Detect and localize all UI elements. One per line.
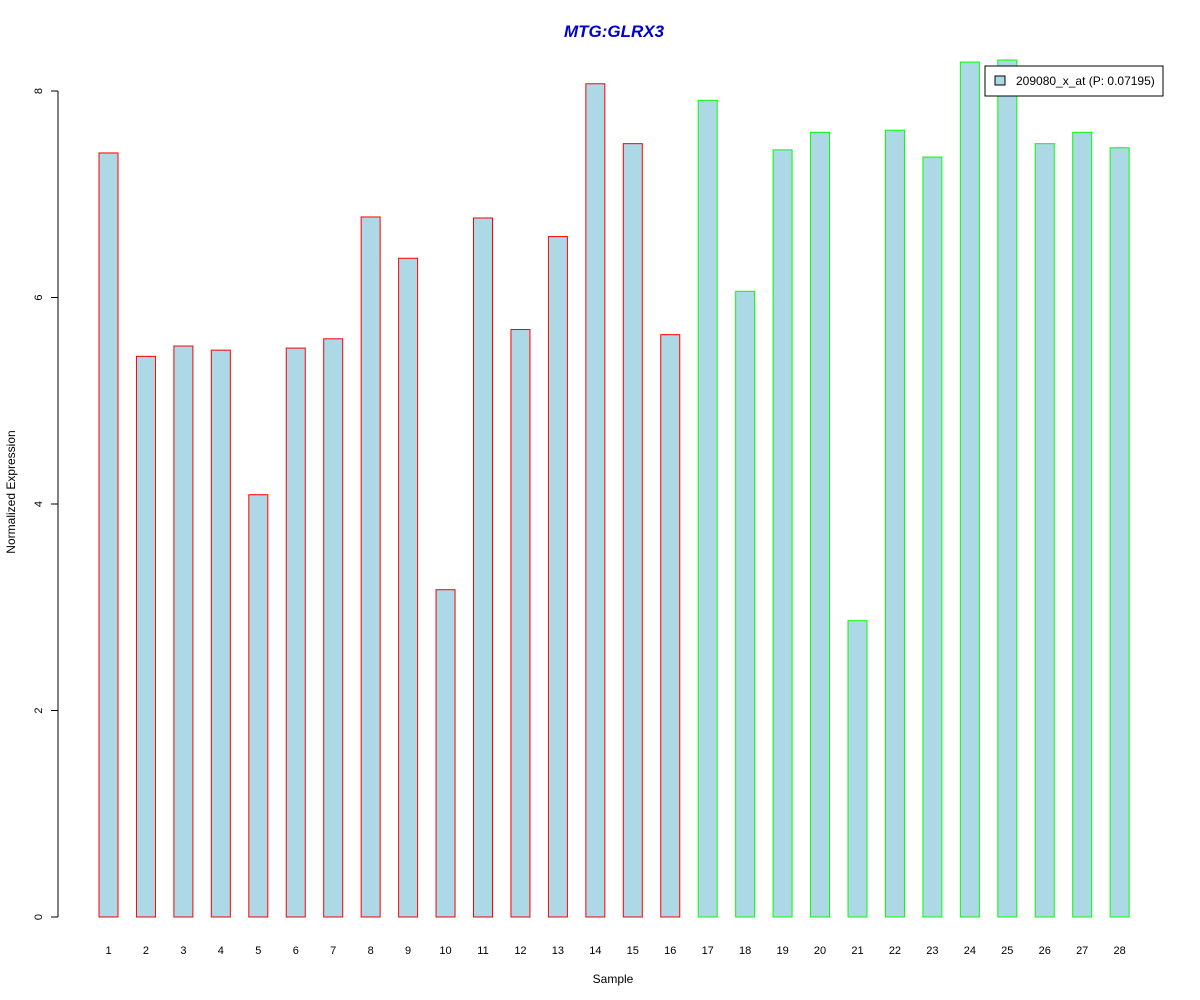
x-tick-label: 27 bbox=[1076, 945, 1088, 957]
x-tick-label: 8 bbox=[368, 945, 374, 957]
bar-sample-5 bbox=[248, 494, 269, 918]
bar-sample-27 bbox=[1072, 131, 1093, 918]
bar-sample-21 bbox=[847, 620, 868, 918]
x-tick-label: 5 bbox=[255, 945, 261, 957]
bar-sample-20 bbox=[810, 131, 831, 918]
legend-box bbox=[984, 65, 1164, 97]
x-axis-title: Sample bbox=[593, 972, 634, 986]
bar-sample-24 bbox=[959, 61, 980, 918]
x-tick-label: 15 bbox=[627, 945, 639, 957]
x-tick-label: 21 bbox=[851, 945, 863, 957]
x-tick-label: 13 bbox=[552, 945, 564, 957]
x-tick-label: 24 bbox=[964, 945, 976, 957]
bar-sample-4 bbox=[210, 349, 231, 918]
bar-sample-28 bbox=[1109, 147, 1130, 918]
x-tick-label: 18 bbox=[739, 945, 751, 957]
x-tick-label: 14 bbox=[589, 945, 601, 957]
bars bbox=[98, 59, 1130, 918]
bar-sample-22 bbox=[884, 129, 905, 918]
bar-sample-17 bbox=[697, 99, 718, 918]
bar-sample-25 bbox=[997, 59, 1018, 918]
y-axis-title: Normalized Expression bbox=[4, 430, 18, 553]
bar-sample-11 bbox=[473, 217, 493, 918]
bar-sample-15 bbox=[622, 143, 643, 918]
x-tick-label: 25 bbox=[1001, 945, 1013, 957]
bar-sample-14 bbox=[585, 83, 606, 918]
x-tick-label: 2 bbox=[143, 945, 149, 957]
x-tick-label: 4 bbox=[218, 945, 224, 957]
y-tick-label: 2 bbox=[33, 707, 45, 713]
x-tick-label: 28 bbox=[1114, 945, 1126, 957]
legend-label: 209080_x_at (P: 0.07195) bbox=[1016, 74, 1155, 88]
x-tick-label: 9 bbox=[405, 945, 411, 957]
bar-sample-13 bbox=[547, 236, 568, 918]
x-tick-label: 3 bbox=[180, 945, 186, 957]
bar-sample-16 bbox=[660, 334, 681, 918]
bar-sample-3 bbox=[173, 345, 194, 918]
x-tick-label: 26 bbox=[1039, 945, 1051, 957]
legend-swatch bbox=[994, 75, 1006, 86]
y-tick-label: 0 bbox=[33, 914, 45, 920]
y-tick-label: 8 bbox=[33, 88, 45, 94]
x-tick-label: 23 bbox=[926, 945, 938, 957]
x-tick-label: 12 bbox=[514, 945, 526, 957]
y-axis: 0 2 4 6 8 bbox=[33, 88, 59, 920]
bar-sample-1 bbox=[98, 152, 119, 918]
x-tick-label: 22 bbox=[889, 945, 901, 957]
x-tick-label: 1 bbox=[105, 945, 111, 957]
x-tick-label: 19 bbox=[776, 945, 788, 957]
x-tick-label: 11 bbox=[477, 945, 488, 957]
chart-title: MTG:GLRX3 bbox=[564, 22, 665, 41]
bar-sample-9 bbox=[398, 257, 419, 918]
y-tick-label: 6 bbox=[33, 294, 45, 300]
bar-sample-19 bbox=[772, 149, 793, 918]
bar-sample-12 bbox=[510, 329, 531, 918]
bar-sample-8 bbox=[360, 216, 381, 918]
legend: 209080_x_at (P: 0.07195) bbox=[984, 65, 1164, 97]
bar-sample-23 bbox=[922, 156, 943, 918]
x-tick-label: 16 bbox=[664, 945, 676, 957]
bar-sample-18 bbox=[735, 290, 756, 918]
bar-sample-2 bbox=[135, 355, 156, 918]
bar-sample-6 bbox=[285, 347, 306, 918]
bar-sample-7 bbox=[323, 338, 344, 918]
x-tick-label: 7 bbox=[330, 945, 336, 957]
x-tick-label: 17 bbox=[702, 945, 714, 957]
x-tick-label: 20 bbox=[814, 945, 826, 957]
bar-sample-26 bbox=[1034, 143, 1055, 918]
x-tick-label: 6 bbox=[293, 945, 299, 957]
x-tick-label: 10 bbox=[439, 945, 451, 957]
bar-sample-10 bbox=[435, 589, 456, 918]
x-tick-labels: 1 2 3 4 5 6 7 8 9 10 11 12 13 14 15 16 17 18 19 20 21 22 23 24 2… bbox=[105, 945, 1125, 957]
y-tick-label: 4 bbox=[33, 501, 45, 507]
